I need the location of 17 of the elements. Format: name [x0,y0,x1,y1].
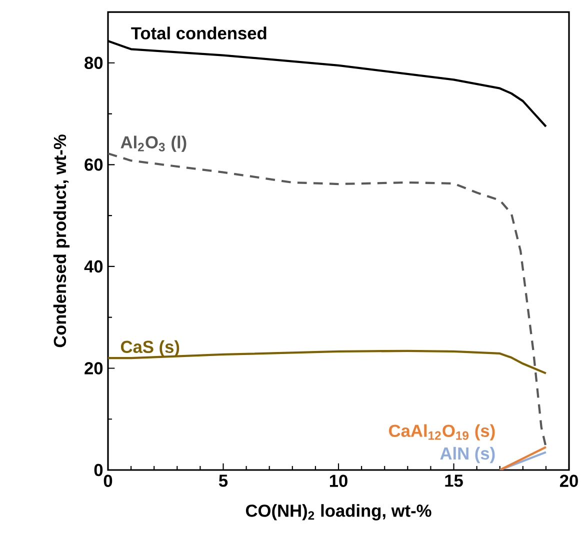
series-label: AlN (s) [440,446,495,464]
x-tick-label: 0 [104,474,112,487]
y-tick-label: 20 [84,362,103,374]
y-tick-label: 40 [84,260,103,273]
x-tick-label: 5 [218,474,228,487]
y-tick-label: 60 [84,158,103,171]
series-label: Total condensed [131,26,266,40]
x-tick-label: 15 [445,474,463,487]
x-tick-label: 20 [560,474,578,487]
x-axis-title: CO(NH)$_{2}$ loading, wt-% [246,504,432,520]
series-label: CaS (s) [120,340,180,356]
y-tick-label: 0 [94,464,103,476]
series-label: Al$_{2}$O$_{3}$ (l) [120,136,186,152]
series-label: CaAl$_{12}$O$_{19}$ (s) [389,424,495,440]
y-axis-title: Condensed product, wt-% [53,134,70,348]
x-tick-label: 10 [330,474,348,487]
y-tick-label: 80 [84,56,103,70]
